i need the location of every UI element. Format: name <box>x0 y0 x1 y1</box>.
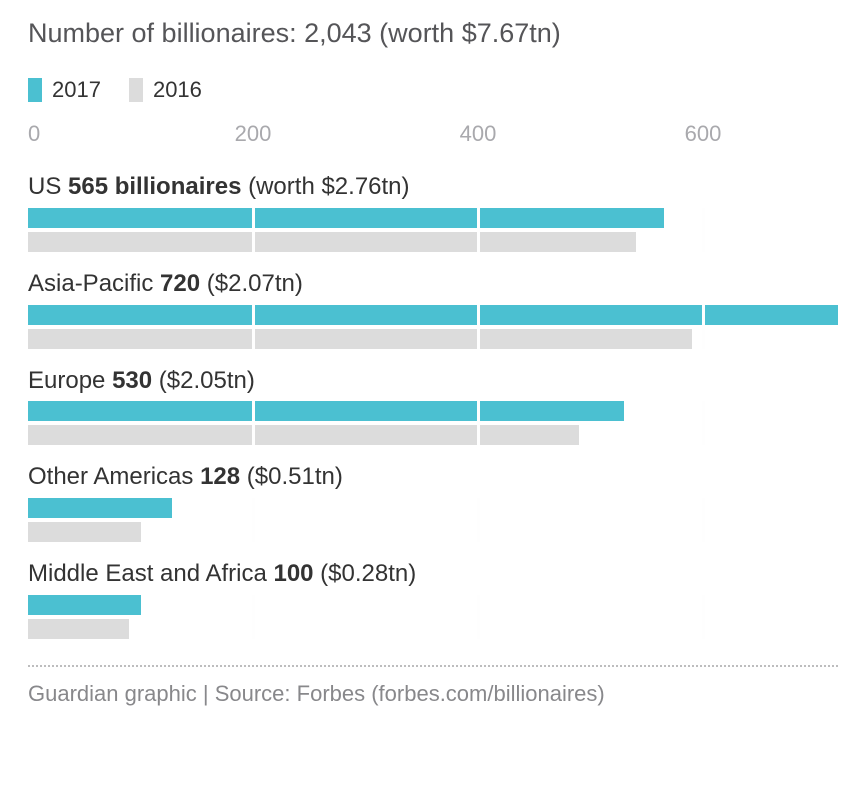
chart-container: Number of billionaires: 2,043 (worth $7.… <box>0 0 868 725</box>
region-group: Other Americas 128 ($0.51tn) <box>28 463 838 542</box>
footer-divider <box>28 665 838 667</box>
bar-2016 <box>28 522 141 542</box>
bar-2016 <box>28 425 579 445</box>
region-group: Asia-Pacific 720 ($2.07tn) <box>28 270 838 349</box>
axis-tick-label: 0 <box>28 121 40 147</box>
x-axis: 0 200 400 600 <box>28 121 838 155</box>
bar-2016 <box>28 232 636 252</box>
bar-2017 <box>28 208 664 228</box>
legend-label-2016: 2016 <box>153 77 202 103</box>
bars <box>28 498 838 542</box>
axis-tick-label: 600 <box>685 121 722 147</box>
bars <box>28 305 838 349</box>
region-label: Asia-Pacific 720 ($2.07tn) <box>28 270 838 299</box>
legend-swatch-2016 <box>129 78 143 102</box>
region-group: US 565 billionaires (worth $2.76tn) <box>28 173 838 252</box>
region-label: Europe 530 ($2.05tn) <box>28 367 838 396</box>
chart-footer: Guardian graphic | Source: Forbes (forbe… <box>28 681 838 707</box>
bar-2017 <box>28 305 838 325</box>
bar-2016 <box>28 619 129 639</box>
bar-2017 <box>28 595 141 615</box>
bar-2017 <box>28 401 624 421</box>
region-label: Other Americas 128 ($0.51tn) <box>28 463 838 492</box>
region-label: Middle East and Africa 100 ($0.28tn) <box>28 560 838 589</box>
legend-item-2016: 2016 <box>129 77 202 103</box>
chart-area: 0 200 400 600 US 565 billionaires (worth $2… <box>28 121 838 639</box>
legend-item-2017: 2017 <box>28 77 101 103</box>
chart-title: Number of billionaires: 2,043 (worth $7.… <box>28 18 838 49</box>
region-label: US 565 billionaires (worth $2.76tn) <box>28 173 838 202</box>
axis-tick-label: 400 <box>460 121 497 147</box>
bars <box>28 595 838 639</box>
region-group: Europe 530 ($2.05tn) <box>28 367 838 446</box>
bar-2017 <box>28 498 172 518</box>
bar-2016 <box>28 329 692 349</box>
bars <box>28 208 838 252</box>
legend-swatch-2017 <box>28 78 42 102</box>
legend: 2017 2016 <box>28 77 838 103</box>
region-group: Middle East and Africa 100 ($0.28tn) <box>28 560 838 639</box>
axis-tick-label: 200 <box>235 121 272 147</box>
legend-label-2017: 2017 <box>52 77 101 103</box>
bars <box>28 401 838 445</box>
